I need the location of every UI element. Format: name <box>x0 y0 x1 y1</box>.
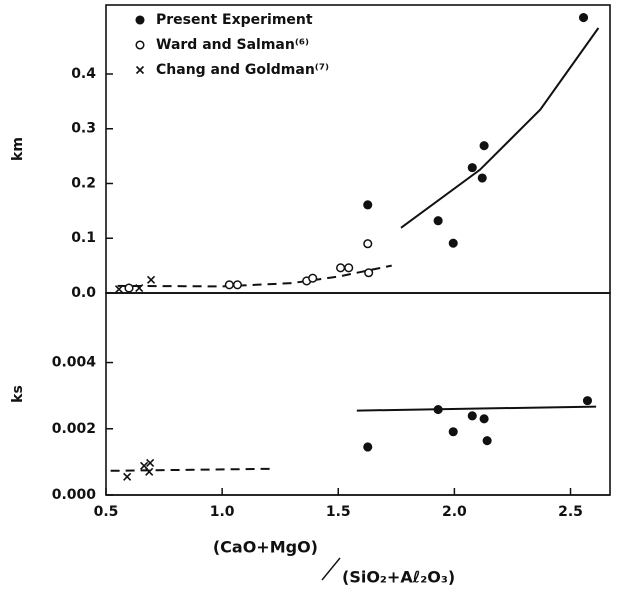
cross-point <box>135 65 145 75</box>
legend-label: Present Experiment <box>156 12 313 28</box>
legend-label: Chang and Goldman⁽⁷⁾ <box>156 62 329 78</box>
cross-point <box>123 472 132 481</box>
y-tick-label: 0.004 <box>52 355 97 371</box>
filled-point <box>467 411 477 421</box>
y-tick-label: 0.000 <box>52 487 97 503</box>
open-point <box>363 239 373 249</box>
open-point <box>224 280 234 290</box>
y-axis-label: ks <box>10 385 26 403</box>
filled-point <box>578 13 589 23</box>
x-axis-slash <box>321 557 341 581</box>
y-tick-label: 0.002 <box>52 421 96 437</box>
cross-point <box>114 285 124 294</box>
filled-point <box>448 238 458 248</box>
y-tick-label: 0.4 <box>71 66 96 82</box>
cross-point <box>135 284 144 293</box>
y-tick-label: 0.1 <box>71 230 96 246</box>
open-point <box>124 283 134 293</box>
filled-point <box>479 141 489 151</box>
y-tick-label: 0.3 <box>71 121 96 137</box>
filled-point <box>477 173 487 183</box>
x-tick-label: 2.0 <box>442 504 467 520</box>
filled-point <box>363 200 373 210</box>
filled-point <box>433 405 443 415</box>
filled-point <box>479 414 489 424</box>
cross-point <box>146 275 156 284</box>
open-point <box>308 273 318 283</box>
filled-point <box>482 436 492 446</box>
x-tick-label: 0.5 <box>94 504 119 520</box>
cross-point <box>146 458 155 467</box>
y-tick-label: 0.0 <box>71 285 96 301</box>
plot-frame <box>105 292 611 496</box>
fit-curve <box>110 467 271 472</box>
cross-point <box>145 467 154 476</box>
filled-point <box>433 216 443 226</box>
filled-point <box>582 396 593 406</box>
y-tick-label: 0.2 <box>71 175 96 191</box>
open-point <box>232 280 243 290</box>
fit-curve <box>400 27 600 229</box>
filled-point <box>448 427 458 437</box>
x-tick-label: 2.5 <box>558 504 583 520</box>
filled-point <box>135 15 145 25</box>
x-tick-label: 1.0 <box>210 504 235 520</box>
filled-point <box>467 163 477 173</box>
x-tick-label: 1.5 <box>326 504 351 520</box>
open-point <box>344 263 354 273</box>
fit-curve <box>356 405 597 412</box>
y-axis-label: km <box>10 137 26 161</box>
filled-point <box>363 442 373 452</box>
open-point <box>336 263 346 273</box>
x-axis-label: (SiO₂+Aℓ₂O₃) <box>342 568 455 587</box>
open-point <box>135 40 145 50</box>
legend-label: Ward and Salman⁽⁶⁾ <box>156 37 309 53</box>
open-point <box>364 268 374 278</box>
x-axis-label: (CaO+MgO) <box>213 538 318 557</box>
